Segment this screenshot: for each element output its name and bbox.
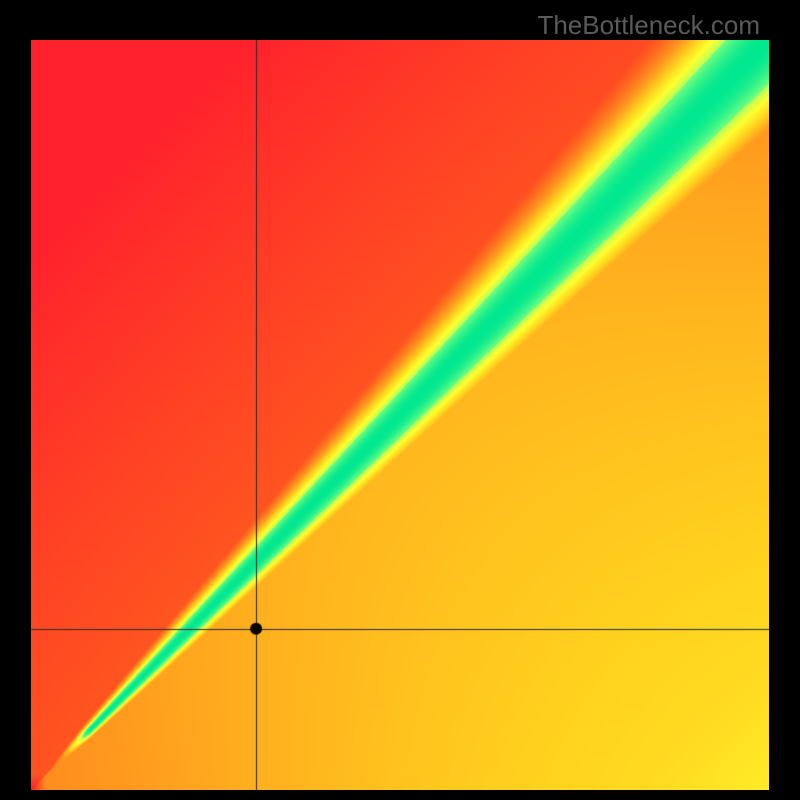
- chart-container: TheBottleneck.com: [0, 0, 800, 800]
- bottleneck-heatmap: [31, 40, 769, 790]
- watermark-label: TheBottleneck.com: [537, 10, 760, 41]
